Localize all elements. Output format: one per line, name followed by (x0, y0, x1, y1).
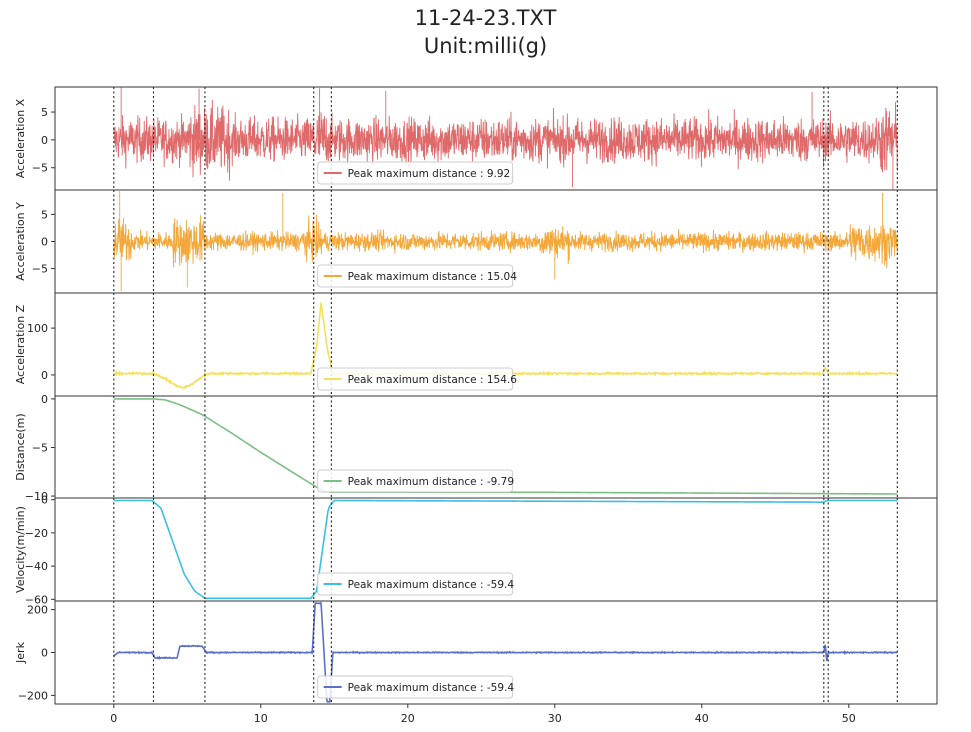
legend-label-vel: Peak maximum distance : -59.4 (348, 579, 515, 591)
legend-box-accy (317, 264, 514, 288)
series-line-accx (113, 87, 898, 190)
series-line-vel (113, 499, 898, 600)
series-line-accy (113, 191, 898, 292)
xtick-label-3: 30 (548, 712, 562, 725)
ytick-label-vel-0: 0 (41, 494, 48, 507)
ytick-label-accy-2: −5 (32, 263, 48, 276)
ytick-label-dist-0: 0 (41, 393, 48, 406)
ytick-label-accx-2: −5 (32, 162, 48, 175)
ytick-label-jerk-2: −200 (18, 689, 48, 702)
ytick-label-jerk-0: 200 (27, 604, 48, 617)
ylabel-accz: Acceleration Z (14, 304, 27, 384)
ylabel-vel: Velocity(m/min) (14, 506, 27, 593)
legend-box-accx (317, 161, 514, 185)
legend-label-dist: Peak maximum distance : -9.79 (348, 476, 514, 488)
chart-subtitle: Unit:milli(g) (423, 34, 548, 58)
xtick-label-1: 10 (254, 712, 268, 725)
xtick-label-0: 0 (110, 712, 117, 725)
series-line-jerk (113, 601, 898, 703)
ylabel-jerk: Jerk (14, 641, 27, 664)
xtick-label-5: 50 (842, 712, 856, 725)
ytick-label-dist-1: −5 (32, 441, 48, 454)
ytick-label-accy-1: 0 (41, 236, 48, 249)
legend-box-dist (317, 469, 514, 493)
ytick-label-dist-2: −10 (25, 490, 48, 503)
ytick-label-accy-0: 5 (41, 208, 48, 221)
ytick-label-vel-1: −20 (25, 527, 48, 540)
chart-title: 11-24-23.TXT (414, 6, 557, 30)
ytick-label-jerk-1: 0 (41, 647, 48, 660)
xtick-label-4: 40 (695, 712, 709, 725)
ytick-label-accz-1: 0 (41, 369, 48, 382)
panel-accy: 5 0 −5 Acceleration Y Peak maximum distance … (14, 189, 938, 294)
panel-jerk: 200 0 −200 Jerk Peak maximum distance : -59.… (14, 600, 938, 705)
ylabel-accy: Acceleration Y (14, 202, 27, 281)
legend-box-jerk (317, 675, 514, 699)
ytick-label-accz-0: 100 (27, 322, 48, 335)
ytick-label-vel-3: −60 (25, 593, 48, 606)
legend-box-accz (317, 367, 514, 391)
ytick-label-accx-0: 5 (41, 106, 48, 119)
legend-label-accy: Peak maximum distance : 15.04 (348, 271, 518, 283)
xtick-label-2: 20 (401, 712, 415, 725)
legend-label-accz: Peak maximum distance : 154.6 (348, 374, 518, 386)
panel-accz: 100 0 Acceleration Z Peak maximum distance … (14, 292, 938, 397)
ylabel-dist: Distance(m) (14, 413, 27, 480)
ytick-label-vel-2: −40 (25, 560, 48, 573)
ylabel-accx: Acceleration X (14, 98, 27, 178)
legend-label-jerk: Peak maximum distance : -59.4 (348, 682, 515, 694)
panel-accx: 5 0 −5 Acceleration X Peak maximum distance … (14, 86, 938, 191)
panel-dist: 0 −5 −10 Distance(m) Peak maximum distance :… (14, 393, 938, 503)
ytick-label-accx-1: 0 (41, 134, 48, 147)
legend-box-vel (317, 572, 514, 596)
legend-label-accx: Peak maximum distance : 9.92 (348, 168, 511, 180)
